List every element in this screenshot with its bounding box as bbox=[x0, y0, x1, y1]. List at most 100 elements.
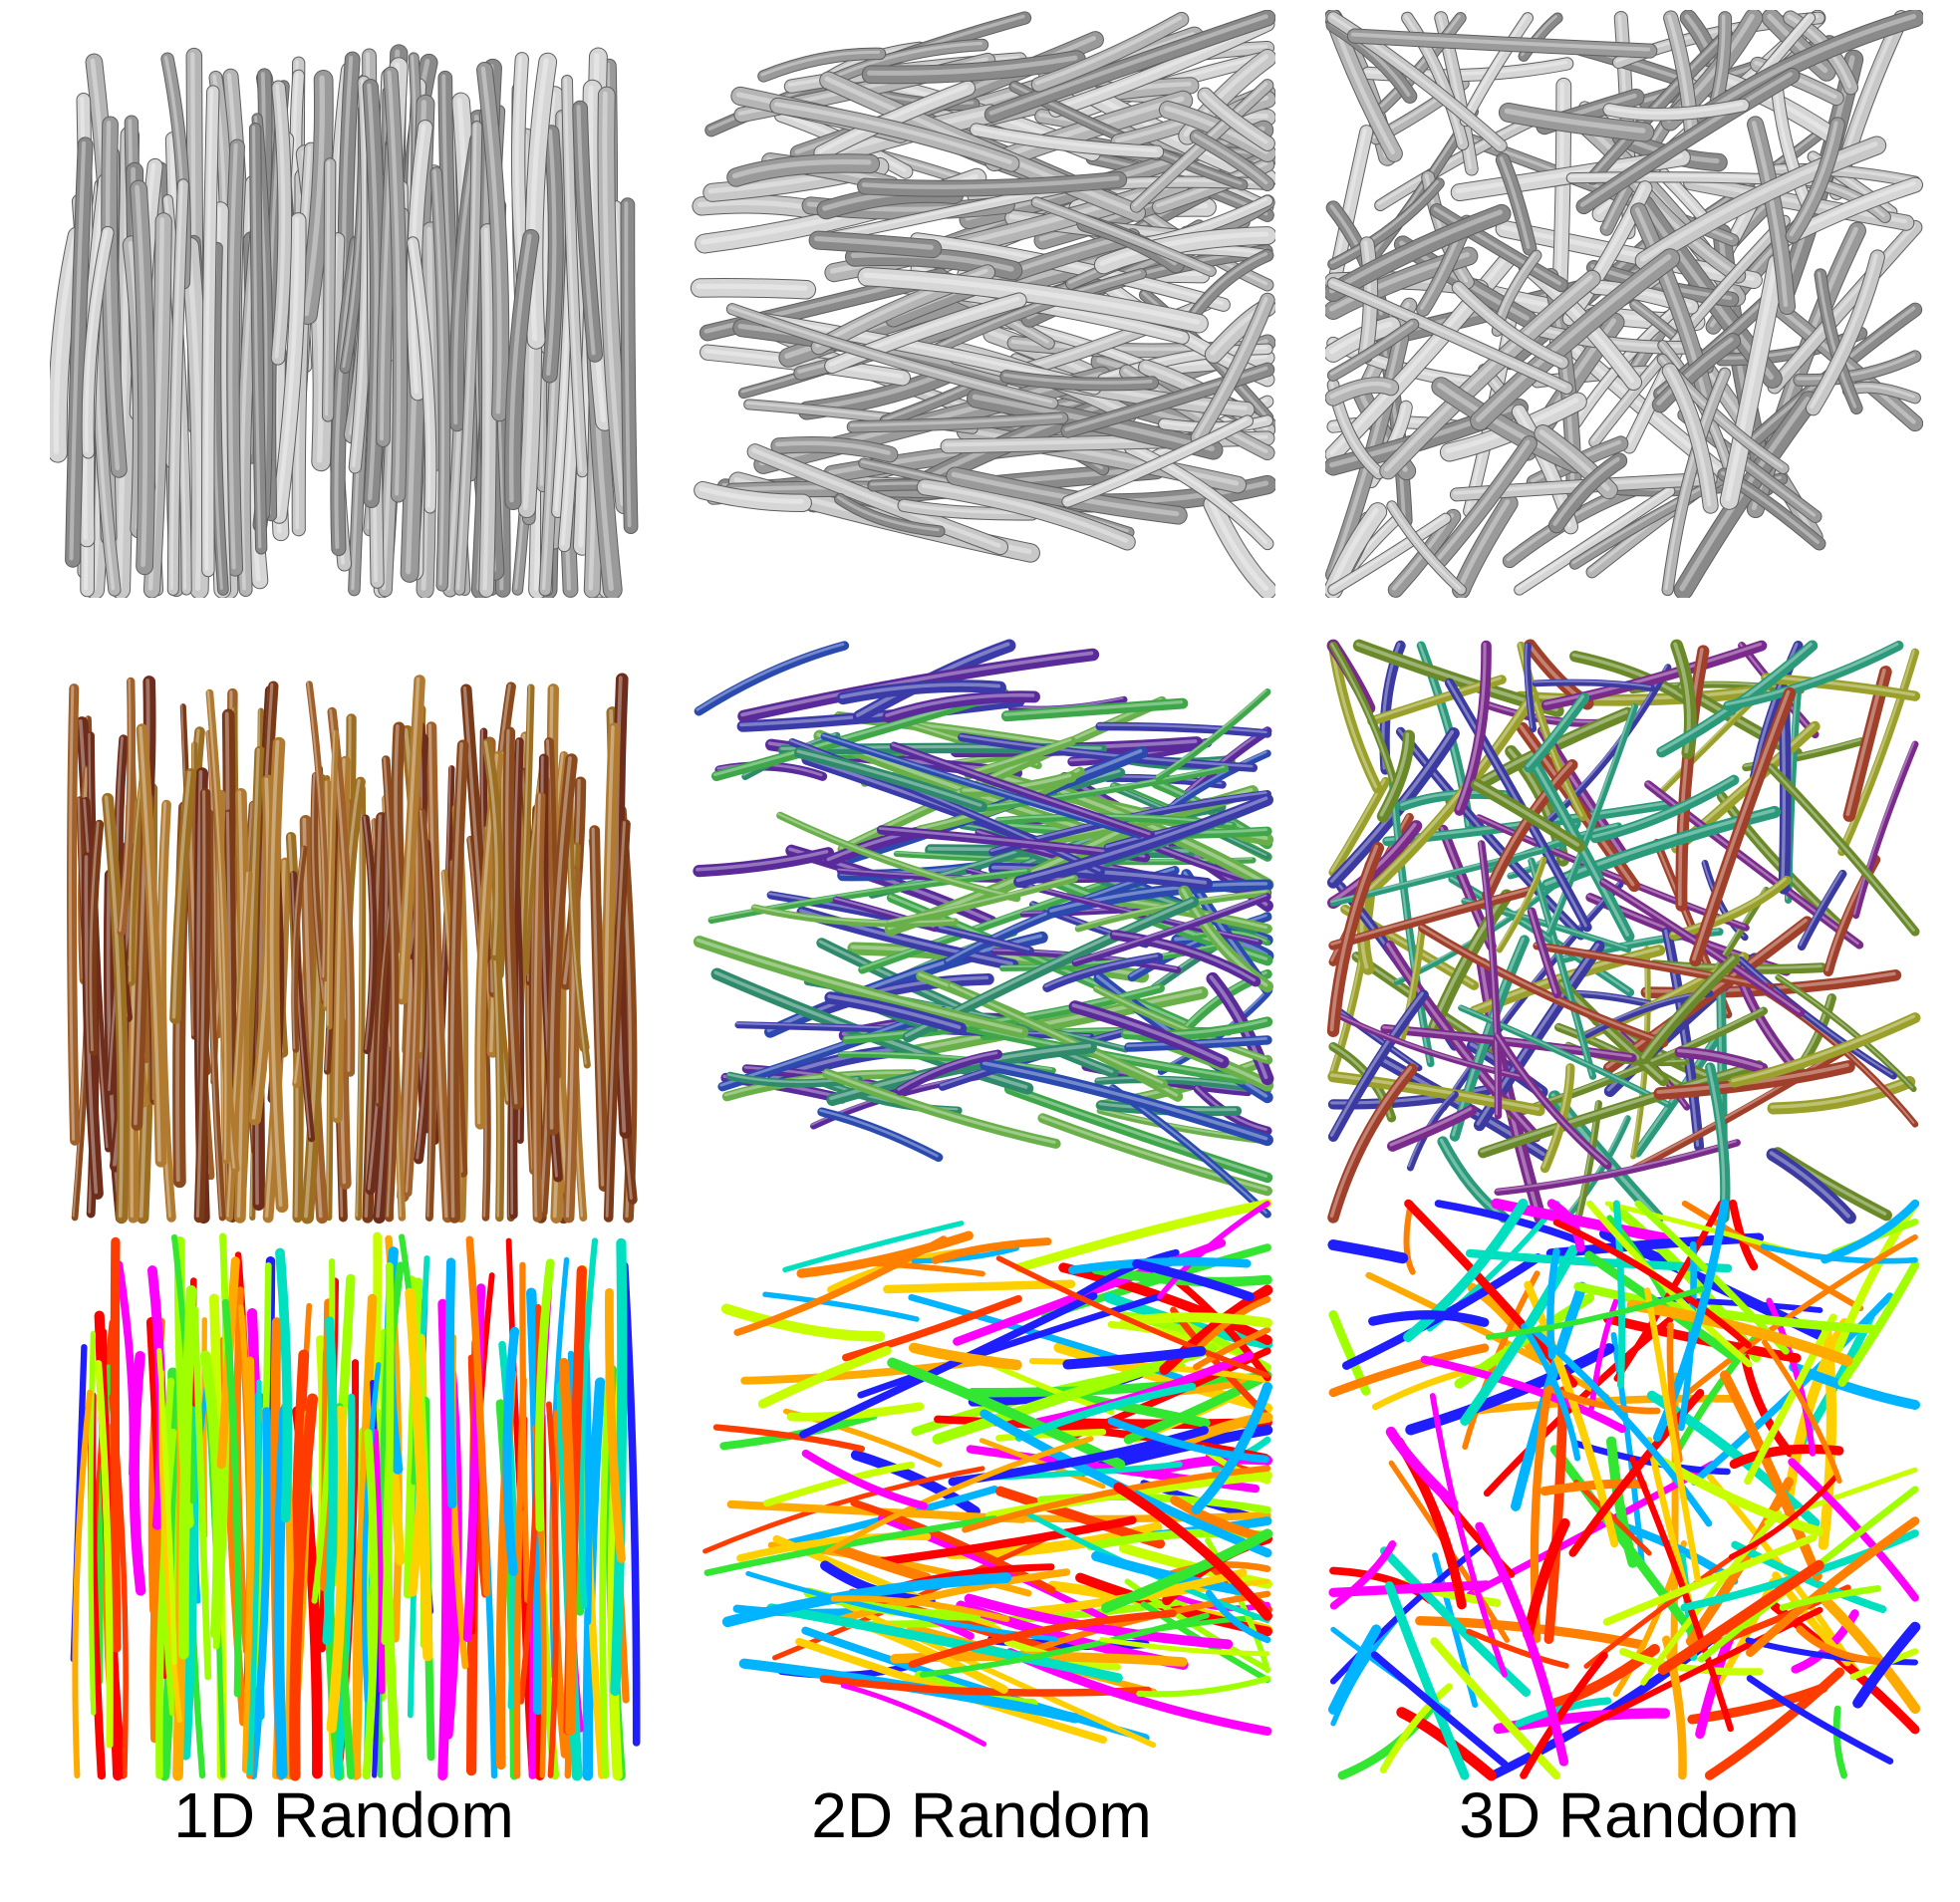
fiber bbox=[903, 986, 1209, 1059]
fiber-highlight bbox=[1479, 841, 1499, 1116]
fiber-highlight bbox=[1099, 231, 1268, 266]
fiber bbox=[88, 1331, 97, 1716]
fiber bbox=[1767, 763, 1920, 937]
fiber bbox=[1543, 1386, 1568, 1645]
fiber-highlight bbox=[564, 77, 583, 472]
fiber-highlight bbox=[1771, 223, 1916, 388]
fiber bbox=[702, 1466, 985, 1554]
fiber-highlight bbox=[1071, 1003, 1224, 1063]
fiber bbox=[1631, 203, 1714, 406]
fiber bbox=[1766, 1148, 1856, 1224]
fiber bbox=[1453, 494, 1518, 598]
fiber bbox=[1430, 1637, 1561, 1780]
fiber-highlight bbox=[1075, 890, 1267, 929]
fiber bbox=[810, 972, 994, 1019]
fiber bbox=[169, 768, 197, 1024]
fiber bbox=[1076, 1248, 1180, 1298]
fiber bbox=[911, 233, 1230, 311]
fiber-render-2d-label bbox=[702, 1199, 1273, 1749]
fiber bbox=[1586, 29, 1733, 184]
fiber-highlight bbox=[838, 1051, 1053, 1070]
fiber-render-3d-orientation bbox=[1326, 639, 1921, 1224]
fiber-highlight bbox=[932, 270, 1142, 350]
fiber bbox=[771, 436, 898, 462]
fiber bbox=[1068, 1000, 1230, 1069]
fiber-highlight bbox=[1588, 32, 1728, 179]
fiber bbox=[857, 1292, 1164, 1399]
fiber-render-3d-label bbox=[1327, 1198, 1921, 1781]
fiber-highlight bbox=[897, 1051, 998, 1091]
fiber bbox=[1842, 666, 1892, 822]
fiber bbox=[382, 755, 400, 1223]
fiber-highlight bbox=[731, 158, 872, 179]
fiber bbox=[1191, 293, 1274, 444]
fiber bbox=[430, 167, 450, 591]
fiber-highlight bbox=[1350, 32, 1651, 52]
fiber-highlight bbox=[311, 773, 325, 1001]
fiber bbox=[1099, 1637, 1270, 1657]
fiber bbox=[1068, 1256, 1252, 1274]
fiber-highlight bbox=[1453, 475, 1712, 495]
fiber-highlight bbox=[441, 74, 455, 346]
fiber bbox=[817, 1107, 944, 1163]
fiber bbox=[502, 1326, 520, 1576]
fiber bbox=[877, 1515, 1137, 1566]
fiber bbox=[1074, 889, 1271, 933]
fiber bbox=[289, 1393, 319, 1781]
fiber bbox=[397, 675, 425, 1005]
fiber bbox=[1458, 1004, 1672, 1109]
fiber bbox=[362, 1362, 382, 1704]
fiber bbox=[447, 739, 469, 1223]
fiber bbox=[249, 123, 267, 554]
fiber-highlight bbox=[867, 55, 1078, 76]
fiber-highlight bbox=[949, 983, 1164, 1084]
fiber-highlight bbox=[1738, 956, 1893, 1076]
fiber bbox=[1397, 927, 1426, 1044]
fiber-highlight bbox=[1003, 699, 1184, 716]
fiber bbox=[326, 729, 340, 1030]
fiber bbox=[837, 1051, 1056, 1074]
fiber bbox=[1327, 278, 1572, 394]
fiber-highlight bbox=[1605, 102, 1744, 116]
fiber-highlight bbox=[1194, 296, 1268, 438]
fiber bbox=[862, 51, 1085, 84]
fiber bbox=[1157, 1201, 1270, 1300]
fiber-highlight bbox=[1666, 367, 1712, 507]
fiber-highlight bbox=[1504, 108, 1646, 134]
fiber-highlight bbox=[1164, 106, 1268, 154]
fiber bbox=[931, 1237, 1052, 1264]
fiber bbox=[1124, 442, 1273, 550]
fiber bbox=[573, 101, 602, 362]
fiber bbox=[1794, 351, 1921, 386]
fiber-highlight bbox=[1330, 515, 1446, 590]
fiber bbox=[1375, 112, 1544, 211]
fiber-highlight bbox=[1143, 197, 1267, 243]
fiber bbox=[1466, 1628, 1569, 1669]
fiber bbox=[1430, 204, 1567, 292]
fiber bbox=[1329, 642, 1399, 788]
fiber bbox=[979, 1438, 1106, 1490]
fiber bbox=[1154, 688, 1271, 782]
fiber bbox=[241, 1356, 256, 1773]
fiber-highlight bbox=[1484, 761, 1573, 896]
fiber-highlight bbox=[861, 175, 1120, 189]
fiber-highlight bbox=[1407, 1092, 1455, 1168]
fiber bbox=[830, 1595, 1010, 1623]
fiber bbox=[1071, 893, 1271, 966]
fiber-highlight bbox=[1725, 643, 1899, 706]
fiber bbox=[1524, 642, 1538, 733]
fiber bbox=[776, 811, 1021, 903]
fiber-highlight bbox=[226, 871, 249, 1218]
fiber bbox=[82, 226, 114, 458]
fiber-highlight bbox=[275, 216, 300, 517]
fiber-highlight bbox=[135, 184, 148, 568]
fiber bbox=[964, 764, 1229, 814]
fiber bbox=[1061, 363, 1274, 437]
fiber bbox=[931, 269, 1146, 355]
fiber bbox=[1120, 1016, 1273, 1041]
fiber bbox=[757, 1345, 892, 1409]
fiber-highlight bbox=[1495, 1140, 1737, 1192]
fiber-highlight bbox=[1161, 417, 1267, 427]
fiber-highlight bbox=[482, 227, 490, 591]
fiber-highlight bbox=[1541, 1064, 1570, 1169]
